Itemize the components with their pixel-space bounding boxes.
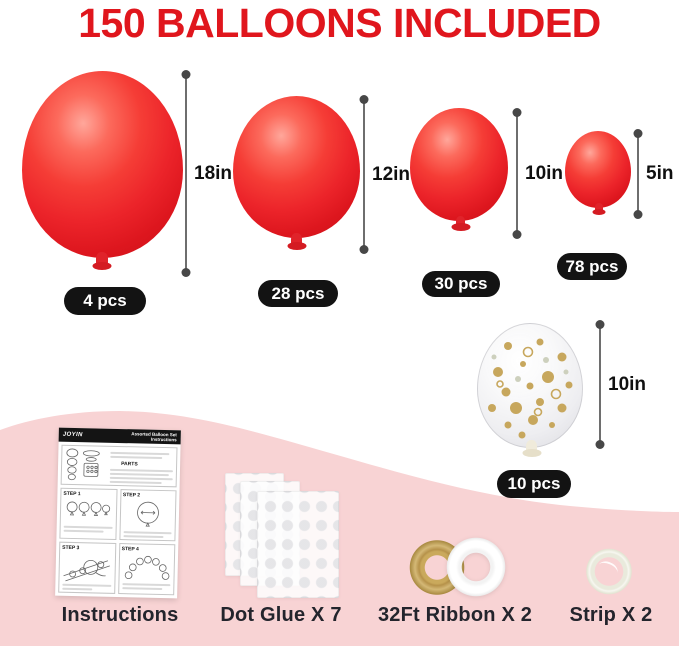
balloon-strip-roll [586,548,632,595]
text-line [109,472,169,477]
step-2-label: STEP 2 [122,492,141,499]
text-line [122,535,164,539]
text-line [121,587,163,591]
size-label-18in: 18in [194,162,233,184]
ribbon-label: 32Ft Ribbon X 2 [377,604,533,626]
card-step-2: STEP 2 [118,489,177,542]
page-title: 150 BALLOONS INCLUDED [78,0,601,46]
joyin-logo: JOYIN [62,431,83,439]
step-4-label: STEP 4 [121,546,139,553]
balloon-knot-12in [291,233,302,246]
confetti-dots [488,338,573,439]
step-2-illustration [136,501,159,527]
count-badge-10in: 30 pcs [422,271,500,297]
measure-line [637,133,639,215]
red-balloon-5in [565,131,631,208]
glue-sheet [257,491,339,598]
text-line [62,587,93,591]
count-badge-5in: 78 pcs [557,253,627,280]
instruction-card-body: PARTS STEP 1 [55,442,180,599]
instruction-card-title: Assorted Balloon Set Instructions [131,431,177,443]
card-step-3: STEP 3 [58,541,116,594]
red-balloon-12in [233,96,360,238]
size-label-10in: 10in [525,162,564,184]
text-line [62,583,111,587]
parts-heading: PARTS [121,461,138,468]
balloon-knot-confetti [526,440,537,453]
step-1-label: STEP 1 [63,490,81,498]
measure-line [363,99,365,250]
text-line [110,455,163,459]
card-step-4: STEP 4 [117,543,176,596]
text-line [109,468,173,473]
text-line [63,525,113,529]
balloon-sketches-icon [66,448,100,481]
white-ribbon-roll [445,537,507,597]
balloon-knot-5in [595,203,603,212]
balloon-knot-10in [456,216,465,227]
text-line [109,480,162,484]
step-1-illustration [66,501,111,516]
size-label-12in: 12in [372,163,411,185]
step-3-illustration [63,560,111,582]
text-line [63,529,104,533]
red-balloon-18in [22,71,183,258]
strip-label: Strip X 2 [569,604,653,626]
text-line [110,451,169,456]
measure-line [185,74,187,273]
measure-line [516,112,518,235]
size-label-confetti: 10in [608,373,647,395]
parts-list: PARTS [109,449,175,484]
step-4-illustration [124,555,170,580]
card-step-1: STEP 1 [59,487,118,540]
instructions-label: Instructions [61,604,179,626]
count-badge-confetti: 10 pcs [497,470,571,498]
size-label-5in: 5in [646,163,674,184]
balloon-knot-18in [96,252,108,266]
count-badge-18in: 4 pcs [64,287,146,315]
text-line [109,476,173,481]
text-line [123,531,172,535]
confetti-balloon-10in [477,323,583,448]
card-parts-section: PARTS [60,444,178,488]
instruction-card: JOYIN Assorted Balloon Set Instructions [55,427,181,599]
dot-glue-label: Dot Glue X 7 [220,604,342,626]
count-badge-12in: 28 pcs [258,280,338,307]
card-steps-grid: STEP 1 STEP 2 [58,487,177,596]
text-line [121,583,171,587]
red-balloon-10in [410,108,508,221]
measure-line [599,324,601,445]
card-title-line2: Instructions [150,436,177,443]
step-3-label: STEP 3 [62,544,80,552]
dot-glue-sheets [225,473,340,598]
